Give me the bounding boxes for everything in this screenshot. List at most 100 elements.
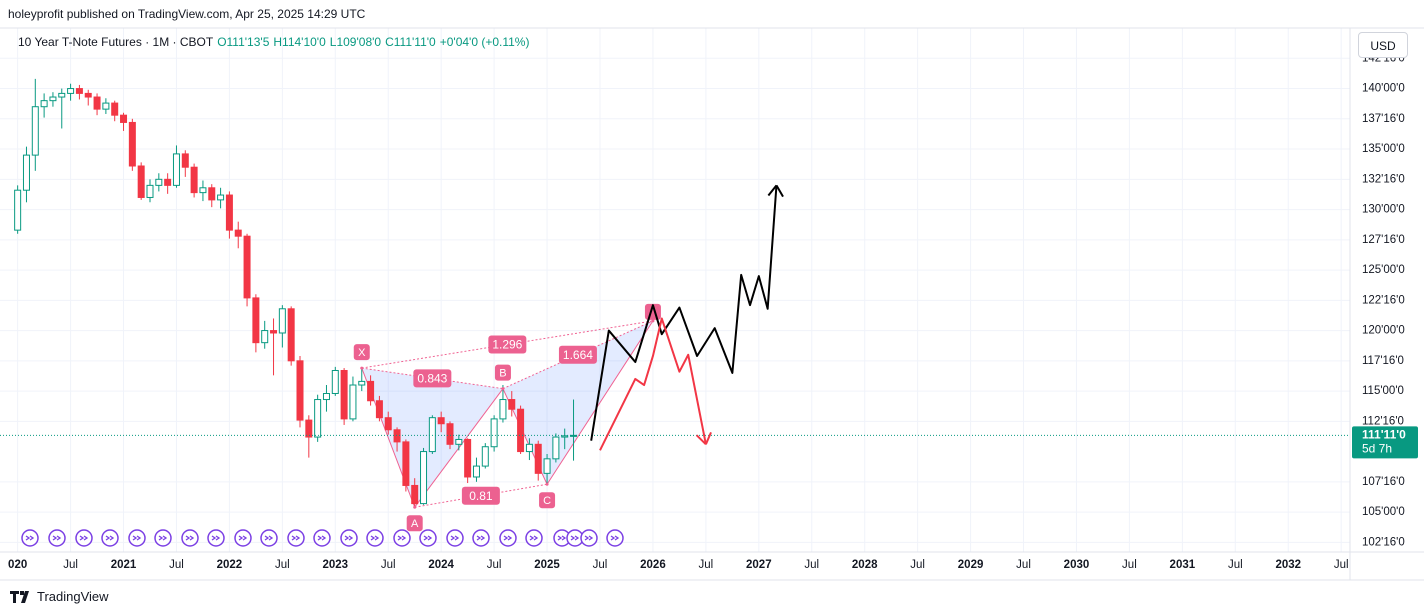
y-tick-label: 115'00'0 (1362, 385, 1404, 397)
candle-body (437, 417, 445, 425)
event-icon-glyph (211, 535, 221, 541)
event-icon-glyph (238, 535, 248, 541)
x-tick-label: 2028 (852, 559, 878, 571)
close: C111'11'0 (385, 35, 436, 49)
candle-body (181, 153, 189, 168)
candle-body (287, 308, 295, 362)
event-icon-glyph (476, 535, 486, 541)
event-icon-glyph (570, 535, 580, 541)
ratio-box (461, 486, 500, 505)
high: H114'10'0 (273, 35, 326, 49)
low: L109'08'0 (329, 35, 382, 49)
point-label: X (358, 347, 366, 359)
candle-body (367, 380, 375, 402)
candle-body (102, 102, 110, 110)
candle-body (305, 419, 313, 438)
y-tick-label: 130'00'0 (1362, 204, 1405, 216)
point-label: A (411, 518, 419, 530)
x-tick-label: 2023 (322, 559, 348, 571)
x-tick-label: Jul (910, 559, 925, 571)
pattern-point (545, 482, 549, 486)
candle-body (296, 360, 304, 421)
y-tick-label: 112'16'0 (1362, 415, 1404, 427)
candle-body (375, 400, 383, 419)
candle-body (525, 443, 533, 453)
x-tick-label: Jul (1334, 559, 1349, 571)
currency-button[interactable]: USD (1358, 32, 1408, 58)
x-tick-label: Jul (381, 559, 396, 571)
candle-body (111, 102, 119, 116)
pattern-point (413, 505, 417, 509)
candle-body (499, 399, 507, 420)
x-tick-label: 2025 (534, 559, 560, 571)
candle-body (358, 380, 366, 386)
ratio-label: 0.81 (469, 489, 493, 503)
candle-body (322, 392, 330, 401)
publisher: holeyprofit published on TradingView.com… (8, 7, 366, 21)
y-tick-label: 135'00'0 (1362, 143, 1405, 155)
x-tick-label: 2024 (428, 559, 454, 571)
x-tick-label: 020 (8, 559, 27, 571)
x-tick-label: Jul (593, 559, 608, 571)
price-tag-label: 111'11'0 (1362, 428, 1406, 442)
y-tick-label: 120'00'0 (1362, 325, 1405, 337)
candle-body (446, 423, 454, 445)
candle-body (331, 369, 339, 394)
plot-bg (0, 28, 1350, 552)
candle-body (120, 114, 128, 123)
candle-body (349, 384, 357, 420)
y-tick-label: 125'00'0 (1362, 264, 1405, 276)
x-tick-label: Jul (169, 559, 184, 571)
open: O111'13'5 (217, 35, 270, 49)
event-icon-glyph (584, 535, 594, 541)
candle-body (164, 178, 172, 186)
candle-body (561, 435, 569, 438)
event-icon-glyph (25, 535, 35, 541)
arrow-head (695, 434, 707, 446)
y-tick-label: 107'16'0 (1362, 476, 1405, 488)
event-icon-glyph (344, 535, 354, 541)
countdown: 5d 7h (1362, 442, 1392, 456)
candle-body (464, 438, 472, 478)
price-tag (1352, 426, 1418, 459)
candle-body (40, 100, 48, 108)
event-icon-glyph (397, 535, 407, 541)
y-tick-label: 105'00'0 (1362, 506, 1405, 518)
event-icon-glyph (503, 535, 513, 541)
event-icon-glyph (317, 535, 327, 541)
event-icon-glyph (450, 535, 460, 541)
candle-body (155, 178, 163, 186)
candle-body (22, 154, 30, 191)
arrow-head (704, 431, 712, 445)
pattern-leg (546, 320, 654, 485)
event-icon-glyph (132, 535, 142, 541)
event-icon-glyph (185, 535, 195, 541)
y-tick-label: 122'16'0 (1362, 294, 1405, 306)
logo (10, 590, 29, 603)
event-icon-glyph (610, 535, 620, 541)
y-tick-label: 102'16'0 (1362, 536, 1405, 548)
candle-body (146, 184, 154, 198)
candle-body (384, 417, 392, 431)
projection-line (590, 185, 778, 441)
candle-body (137, 165, 145, 198)
candle-body (472, 465, 480, 478)
candle-body (411, 484, 419, 505)
candle-body (252, 297, 260, 344)
candle-body (31, 106, 39, 156)
footer: TradingView (10, 589, 109, 604)
event-icon-glyph (529, 535, 539, 541)
candle-body (14, 189, 22, 231)
candle-body (517, 408, 525, 453)
x-tick-label: Jul (1016, 559, 1031, 571)
x-tick-label: 2031 (1170, 559, 1196, 571)
ratio-box (558, 345, 597, 364)
candle-body (75, 88, 83, 94)
x-tick-label: Jul (1228, 559, 1243, 571)
event-icon-glyph (79, 535, 89, 541)
arrow-head (775, 184, 784, 198)
x-tick-label: 2032 (1275, 559, 1301, 571)
point-box (406, 515, 423, 532)
event-icon-glyph (370, 535, 380, 541)
